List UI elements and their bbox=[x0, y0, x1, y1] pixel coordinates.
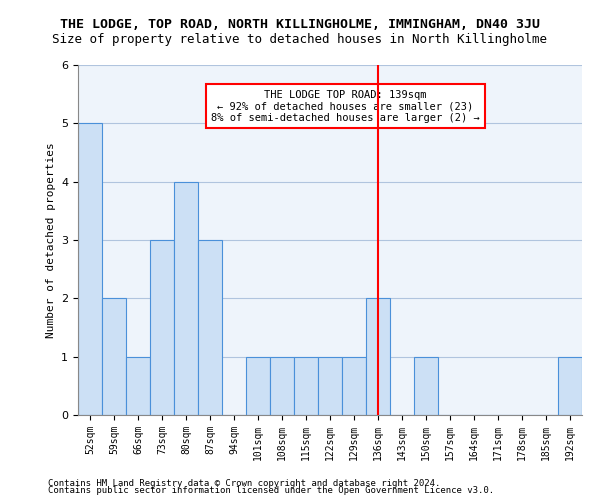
Bar bbox=[246, 356, 270, 415]
Bar bbox=[270, 356, 294, 415]
Bar bbox=[558, 356, 582, 415]
Bar bbox=[126, 356, 150, 415]
Text: Contains public sector information licensed under the Open Government Licence v3: Contains public sector information licen… bbox=[48, 486, 494, 495]
Bar bbox=[174, 182, 198, 415]
Bar bbox=[78, 124, 102, 415]
Bar bbox=[150, 240, 174, 415]
Bar bbox=[102, 298, 126, 415]
Text: THE LODGE TOP ROAD: 139sqm
← 92% of detached houses are smaller (23)
8% of semi-: THE LODGE TOP ROAD: 139sqm ← 92% of deta… bbox=[211, 90, 479, 122]
Bar bbox=[342, 356, 366, 415]
Bar bbox=[366, 298, 390, 415]
Bar bbox=[414, 356, 438, 415]
Y-axis label: Number of detached properties: Number of detached properties bbox=[46, 142, 56, 338]
Bar bbox=[294, 356, 318, 415]
Bar bbox=[318, 356, 342, 415]
Text: Size of property relative to detached houses in North Killingholme: Size of property relative to detached ho… bbox=[53, 32, 548, 46]
Text: Contains HM Land Registry data © Crown copyright and database right 2024.: Contains HM Land Registry data © Crown c… bbox=[48, 478, 440, 488]
Bar bbox=[198, 240, 222, 415]
Text: THE LODGE, TOP ROAD, NORTH KILLINGHOLME, IMMINGHAM, DN40 3JU: THE LODGE, TOP ROAD, NORTH KILLINGHOLME,… bbox=[60, 18, 540, 30]
